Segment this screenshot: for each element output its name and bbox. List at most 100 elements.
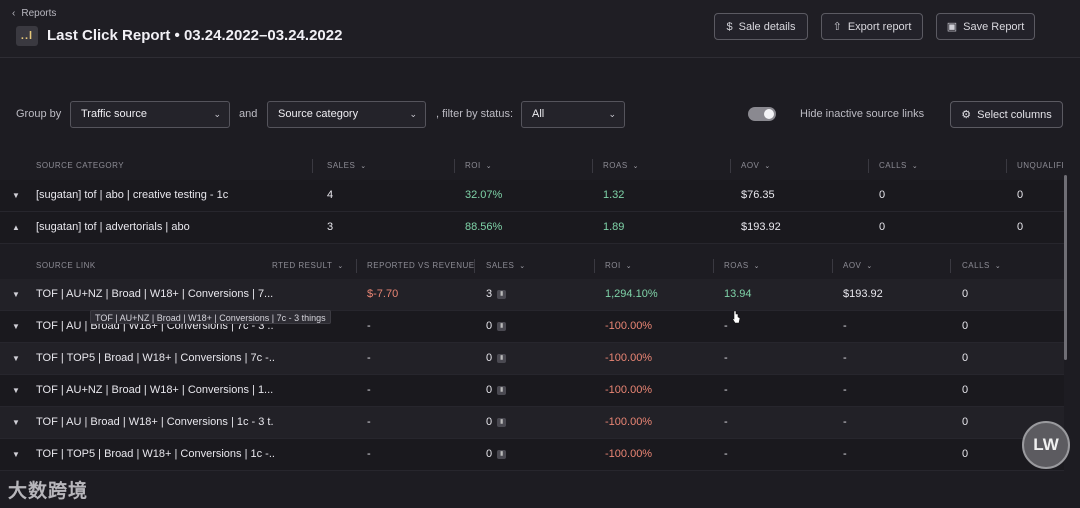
link-roi: -100.00% bbox=[605, 320, 653, 332]
col-roi[interactable]: ROI ⌄ bbox=[465, 161, 493, 170]
second-group-select[interactable]: Source category ⌄ bbox=[267, 101, 426, 128]
chevron-down-icon: ⌄ bbox=[608, 109, 616, 119]
caret-down-icon[interactable]: ▼ bbox=[12, 354, 20, 363]
save-icon: ▣ bbox=[946, 21, 958, 33]
caret-down-icon[interactable]: ▼ bbox=[12, 418, 20, 427]
chart-icon[interactable]: ▮ bbox=[497, 321, 507, 331]
link-roas: - bbox=[724, 352, 728, 364]
category-roi: 88.56% bbox=[465, 221, 503, 233]
link-calls: 0 bbox=[962, 288, 969, 300]
col-source-category[interactable]: SOURCE CATEGORY bbox=[36, 161, 125, 170]
link-reported: - bbox=[367, 320, 371, 332]
hide-inactive-toggle[interactable] bbox=[748, 107, 776, 121]
chart-icon[interactable]: ▮ bbox=[497, 353, 507, 363]
category-calls: 0 bbox=[879, 189, 886, 201]
chevron-down-icon: ⌄ bbox=[485, 163, 493, 170]
caret-down-icon[interactable]: ▼ bbox=[12, 386, 20, 395]
link-sales: 0 ▮ bbox=[486, 311, 507, 342]
column-divider bbox=[713, 259, 714, 273]
hide-inactive-label: Hide inactive source links bbox=[800, 108, 925, 120]
table-scrollbar[interactable] bbox=[1064, 175, 1067, 360]
export-report-label: Export report bbox=[847, 20, 912, 33]
watermark-brand: 大数跨境 bbox=[8, 481, 89, 502]
chevron-down-icon: ⌄ bbox=[994, 263, 1002, 270]
link-sales: 0 ▮ bbox=[486, 375, 507, 406]
back-link[interactable]: ‹ Reports bbox=[12, 8, 56, 19]
link-roi: -100.00% bbox=[605, 384, 653, 396]
select-columns-button[interactable]: ⚙ Select columns bbox=[950, 101, 1063, 128]
chevron-down-icon: ⌄ bbox=[625, 263, 633, 270]
export-report-button[interactable]: ⇧ Export report bbox=[821, 13, 923, 40]
link-name: TOF | AU+NZ | Broad | W18+ | Conversions… bbox=[36, 384, 274, 396]
link-calls: 0 bbox=[962, 416, 969, 428]
caret-down-icon[interactable]: ▼ bbox=[12, 322, 20, 331]
col-reported-result[interactable]: RTED RESULT ⌄ bbox=[272, 261, 344, 270]
group-by-select[interactable]: Traffic source ⌄ bbox=[70, 101, 230, 128]
link-sales: 3 ▮ bbox=[486, 279, 507, 310]
link-reported: - bbox=[367, 416, 371, 428]
chart-icon[interactable]: ▮ bbox=[497, 417, 507, 427]
caret-down-icon[interactable]: ▼ bbox=[12, 290, 20, 299]
chevron-down-icon: ⌄ bbox=[632, 163, 640, 170]
col-link-roi[interactable]: ROI ⌄ bbox=[605, 261, 633, 270]
col-reported-vs-revenue[interactable]: REPORTED VS REVENUE bbox=[367, 261, 475, 270]
column-divider bbox=[730, 159, 731, 173]
col-link-roas[interactable]: ROAS ⌄ bbox=[724, 261, 761, 270]
col-unqualified[interactable]: UNQUALIFI bbox=[1017, 161, 1065, 170]
filter-bar: Group by Traffic source ⌄ and Source cat… bbox=[0, 100, 1080, 128]
col-source-link[interactable]: SOURCE LINK bbox=[36, 261, 96, 270]
chevron-down-icon: ⌄ bbox=[866, 263, 873, 270]
category-roi: 32.07% bbox=[465, 189, 503, 201]
status-select[interactable]: All ⌄ bbox=[521, 101, 625, 128]
column-divider bbox=[474, 259, 475, 273]
col-calls[interactable]: CALLS ⌄ bbox=[879, 161, 919, 170]
sale-details-button[interactable]: $ Sale details bbox=[714, 13, 808, 40]
category-row[interactable]: ▼ [sugatan] tof | abo | creative testing… bbox=[0, 180, 1064, 212]
status-filter-label: , filter by status: bbox=[436, 108, 514, 120]
save-report-button[interactable]: ▣ Save Report bbox=[936, 13, 1035, 40]
column-divider bbox=[832, 259, 833, 273]
link-aov: - bbox=[843, 448, 847, 460]
column-divider bbox=[454, 159, 455, 173]
link-row[interactable]: ▼ TOF | TOP5 | Broad | W18+ | Conversion… bbox=[0, 439, 1064, 471]
link-name: TOF | AU+NZ | Broad | W18+ | Conversions… bbox=[36, 288, 274, 300]
link-sales: 0 ▮ bbox=[486, 343, 507, 374]
category-unqualified: 0 bbox=[1017, 189, 1024, 201]
link-row[interactable]: ▼ TOF | TOP5 | Broad | W18+ | Conversion… bbox=[0, 343, 1064, 375]
second-group-value: Source category bbox=[278, 108, 359, 120]
column-divider bbox=[594, 259, 595, 273]
col-roas[interactable]: ROAS ⌄ bbox=[603, 161, 640, 170]
link-sales: 0 ▮ bbox=[486, 439, 507, 470]
link-name: TOF | TOP5 | Broad | W18+ | Conversions … bbox=[36, 448, 274, 460]
toggle-knob bbox=[764, 109, 774, 119]
link-calls: 0 bbox=[962, 320, 969, 332]
link-row[interactable]: ▼ TOF | AU+NZ | Broad | W18+ | Conversio… bbox=[0, 375, 1064, 407]
caret-up-icon[interactable]: ▲ bbox=[12, 223, 20, 232]
chevron-down-icon: ⌄ bbox=[911, 163, 919, 170]
category-sales: 4 bbox=[327, 189, 334, 201]
chart-icon[interactable]: ▮ bbox=[497, 385, 507, 395]
chevron-down-icon: ⌄ bbox=[764, 163, 771, 170]
col-sales[interactable]: SALES ⌄ bbox=[327, 161, 367, 170]
link-calls: 0 bbox=[962, 384, 969, 396]
col-link-aov[interactable]: AOV ⌄ bbox=[843, 261, 873, 270]
link-roas: - bbox=[724, 320, 728, 332]
link-row[interactable]: ▼ TOF | AU+NZ | Broad | W18+ | Conversio… bbox=[0, 279, 1064, 311]
chart-icon[interactable]: ▮ bbox=[497, 449, 507, 459]
link-row[interactable]: ▼ TOF | AU | Broad | W18+ | Conversions … bbox=[0, 407, 1064, 439]
link-roi: -100.00% bbox=[605, 416, 653, 428]
column-divider bbox=[1006, 159, 1007, 173]
caret-down-icon[interactable]: ▼ bbox=[12, 450, 20, 459]
col-aov[interactable]: AOV ⌄ bbox=[741, 161, 771, 170]
col-link-sales[interactable]: SALES ⌄ bbox=[486, 261, 526, 270]
save-report-label: Save Report bbox=[963, 20, 1025, 33]
link-aov: $193.92 bbox=[843, 288, 883, 300]
chart-icon[interactable]: ▮ bbox=[497, 289, 507, 299]
chevron-left-icon: ‹ bbox=[12, 8, 16, 19]
link-reported: $-7.70 bbox=[367, 288, 399, 300]
col-link-calls[interactable]: CALLS ⌄ bbox=[962, 261, 1002, 270]
category-row[interactable]: ▲ [sugatan] tof | advertorials | abo 3 8… bbox=[0, 212, 1064, 244]
group-by-label: Group by bbox=[16, 108, 62, 120]
caret-down-icon[interactable]: ▼ bbox=[12, 191, 20, 200]
link-roas: - bbox=[724, 448, 728, 460]
